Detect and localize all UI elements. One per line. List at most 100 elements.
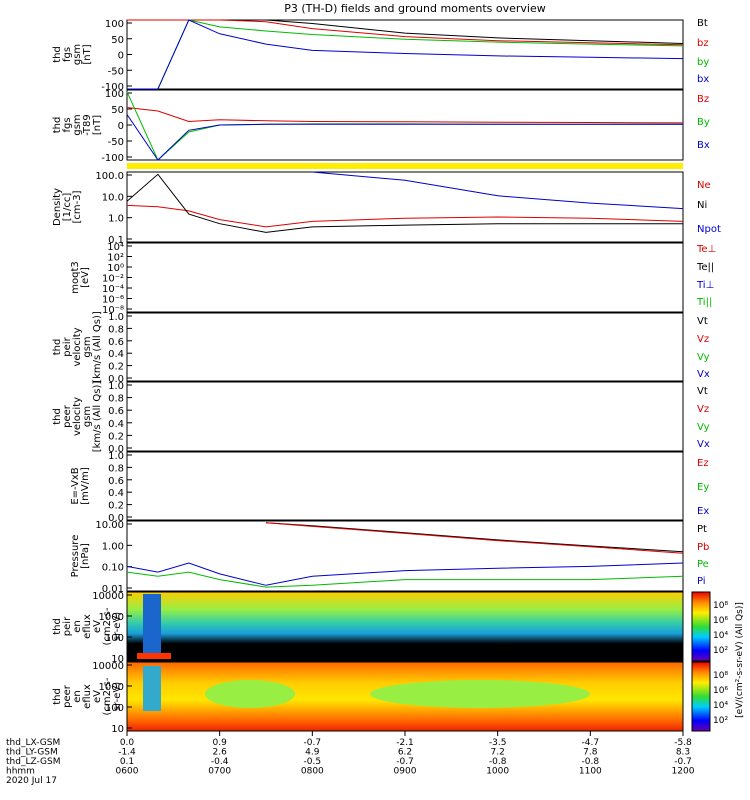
y-axis-label: Pressure[nPa] bbox=[70, 535, 91, 578]
legend-vy: Vy bbox=[697, 352, 710, 363]
legend-npot: Npot bbox=[697, 224, 721, 235]
y-axis-label: thdpeerenefluxeV(cm2-s-sr-eV) bbox=[52, 677, 123, 715]
legend-vx: Vx bbox=[697, 439, 710, 450]
panel-fgs_gsm: 100 50 0 -50 -100 thdfgsgsm[nT] Bt bz by bx bbox=[52, 18, 709, 93]
y-tick-label: 1.0 bbox=[108, 381, 124, 392]
y-tick-label: 0.4 bbox=[108, 488, 124, 499]
legend-ey: Ey bbox=[697, 482, 709, 493]
series-pe bbox=[126, 571, 684, 588]
panel-group: 100500-50-100thdfgsgsm[nT]Btbzbybx100500… bbox=[52, 18, 745, 735]
x-tick-label: 7.8 bbox=[583, 748, 598, 758]
legend-by: by bbox=[697, 57, 709, 68]
x-tick-label: -4.7 bbox=[582, 738, 600, 748]
x-tick-label: -1.4 bbox=[118, 748, 136, 758]
y-tick-label: 0.1 bbox=[108, 235, 124, 246]
x-tick-label: -5.8 bbox=[674, 738, 692, 748]
legend-bz: bz bbox=[697, 38, 709, 49]
panel-frame bbox=[126, 591, 684, 662]
legend-pt: Pt bbox=[697, 524, 707, 535]
y-tick-label: 10000 bbox=[92, 661, 124, 672]
spectrogram-ion bbox=[127, 592, 683, 661]
y-tick-label: 0.8 bbox=[108, 324, 124, 335]
x-row-label: thd_LX-GSM bbox=[6, 738, 60, 748]
legend-vz: Vz bbox=[697, 404, 709, 415]
y-tick-label: 10⁴ bbox=[107, 242, 124, 253]
x-tick-label: -3.5 bbox=[489, 738, 507, 748]
legend-ti⊥: Ti⊥ bbox=[696, 280, 714, 291]
y-tick-label: -50 bbox=[108, 137, 124, 148]
x-tick-label: 8.3 bbox=[676, 748, 690, 758]
y-tick-label: 1.0 bbox=[108, 312, 124, 323]
y-tick-label: 100 bbox=[105, 19, 124, 30]
legend-by: By bbox=[697, 117, 710, 128]
y-axis-label: thdpeirvelocitygsm[km/s (All Qs)] bbox=[52, 311, 103, 383]
legend-ez: Ez bbox=[697, 458, 709, 469]
y-tick-label: 0.2 bbox=[108, 431, 124, 442]
panel-peer_spec: 10000 1000 100 10 thdpeerenefluxeV(cm2-s-sr-… bbox=[52, 661, 728, 735]
panel-frame bbox=[126, 171, 684, 243]
y-tick-label: 0.6 bbox=[108, 406, 124, 417]
x-row-label: 2020 Jul 17 bbox=[6, 776, 57, 786]
plot-title: P3 (TH-D) fields and ground moments over… bbox=[284, 2, 546, 15]
panel-peir_spec: 10000 1000 100 10 thdpeirenefluxeV(cm2-s-sr-… bbox=[52, 591, 728, 665]
series-bx bbox=[126, 114, 683, 161]
legend-pe: Pe bbox=[697, 559, 709, 570]
x-tick-label: -0.8 bbox=[582, 757, 600, 767]
colorbar-tick-label: 10² bbox=[713, 716, 728, 726]
y-tick-label: 100 bbox=[105, 633, 124, 644]
x-tick-label: 0900 bbox=[394, 767, 417, 777]
series-ne bbox=[126, 204, 684, 228]
x-tick-label: 0.0 bbox=[120, 738, 135, 748]
legend-vz: Vz bbox=[697, 334, 709, 345]
y-tick-label: 10⁻⁶ bbox=[102, 295, 124, 306]
x-tick-label: 1200 bbox=[672, 767, 695, 777]
x-tick-label: -0.5 bbox=[304, 757, 322, 767]
y-tick-label: -100 bbox=[101, 82, 124, 93]
series-ni bbox=[126, 173, 683, 233]
x-tick-label: -0.4 bbox=[211, 757, 229, 767]
series-by bbox=[126, 91, 683, 161]
y-tick-label: 1.00 bbox=[102, 541, 124, 552]
x-tick-label: 1000 bbox=[486, 767, 509, 777]
x-tick-label: 6.2 bbox=[398, 748, 412, 758]
legend-te⊥: Te⊥ bbox=[696, 244, 716, 255]
legend-bx: Bx bbox=[697, 140, 710, 151]
x-tick-label: 7.2 bbox=[491, 748, 505, 758]
y-tick-label: 0.8 bbox=[108, 463, 124, 474]
colorbar-title: [eV/(cm²-s-sr-eV) (All Qs)] bbox=[735, 602, 745, 718]
y-tick-label: 100.0 bbox=[95, 171, 124, 182]
colorbar-tick-label: 10² bbox=[713, 646, 728, 656]
y-tick-label: 1000 bbox=[99, 682, 124, 693]
y-axis-label: thdpeervelocitygsm[km/s (All Qs)] bbox=[52, 381, 103, 453]
legend-ex: Ex bbox=[697, 506, 709, 517]
series-bt bbox=[127, 19, 684, 44]
x-tick-label: -0.7 bbox=[396, 757, 414, 767]
legend-pi: Pi bbox=[697, 576, 706, 587]
y-tick-label: 10.0 bbox=[102, 192, 124, 203]
x-row-label: thd_LZ-GSM bbox=[6, 757, 61, 767]
x-tick-label: 2.6 bbox=[213, 748, 228, 758]
spectrogram-ion-band bbox=[137, 653, 171, 659]
legend-bz: Bz bbox=[697, 94, 709, 105]
legend-pb: Pb bbox=[697, 542, 709, 553]
legend-vy: Vy bbox=[697, 422, 710, 433]
y-tick-label: 10⁰ bbox=[107, 263, 124, 274]
x-tick-label: -0.7 bbox=[674, 757, 692, 767]
x-row-label: hhmm bbox=[6, 767, 35, 777]
y-tick-label: 0.01 bbox=[102, 584, 124, 595]
y-tick-label: 0.10 bbox=[102, 563, 124, 574]
y-tick-label: 0.4 bbox=[108, 349, 124, 360]
x-tick-label: -0.7 bbox=[304, 738, 322, 748]
x-tick-label: 0.1 bbox=[120, 757, 134, 767]
series-npot bbox=[312, 171, 684, 210]
panel-density: 100.0 10.0 1.0 0.1 Density[1/cc][cm-3] Ne Ni Np… bbox=[52, 171, 721, 246]
legend-ni: Ni bbox=[697, 200, 707, 211]
x-tick-label: 4.9 bbox=[305, 748, 320, 758]
series-bx bbox=[127, 19, 684, 90]
y-axis-label: E=-VxB[mV/m] bbox=[70, 467, 91, 505]
x-tick-label: 0700 bbox=[208, 767, 231, 777]
y-tick-label: 10⁻⁴ bbox=[102, 284, 124, 295]
panel-pressure: 10.00 1.00 0.10 0.01 Pressure[nPa] Pt Pb Pe Pi bbox=[70, 520, 709, 595]
colorbar-tick-label: 10⁶ bbox=[713, 686, 728, 696]
